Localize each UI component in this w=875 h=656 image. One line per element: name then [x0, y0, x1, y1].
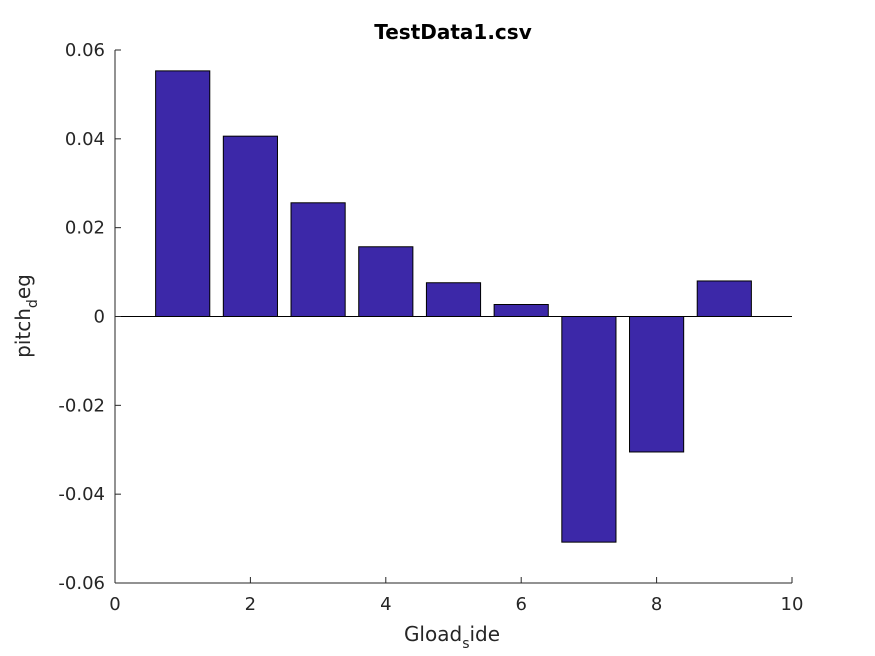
- x-axis-label-sub: s: [462, 636, 469, 652]
- x-axis-label-main: Gload: [404, 622, 462, 646]
- y-tick-label: 0: [94, 307, 105, 328]
- y-axis-label: pitchdeg: [11, 274, 41, 358]
- y-axis-label-main: pitch: [11, 308, 35, 358]
- bar-3: [290, 202, 346, 317]
- bar-7: [561, 316, 617, 543]
- x-tick-label: 6: [515, 594, 526, 615]
- y-tick-label: -0.06: [58, 573, 105, 594]
- y-axis-label-rest: eg: [11, 274, 35, 299]
- y-tick-label: 0.04: [65, 129, 105, 150]
- x-tick-label: 8: [651, 594, 662, 615]
- bar-8: [629, 316, 685, 453]
- bar-2: [222, 135, 278, 317]
- y-tick-label: -0.04: [58, 484, 105, 505]
- bar-9: [696, 280, 752, 318]
- x-tick-label: 0: [109, 594, 120, 615]
- x-axis-label-rest: ide: [469, 622, 500, 646]
- bars: [155, 70, 752, 543]
- x-axis-label: Gloadside: [404, 622, 500, 652]
- y-tick-label: 0.02: [65, 218, 105, 239]
- x-tick-label: 2: [245, 594, 256, 615]
- y-axis-label-sub: d: [25, 299, 41, 308]
- bar-1: [155, 70, 211, 317]
- y-ticks: -0.06 -0.04 -0.02 0 0.02 0.04 0.06: [58, 40, 121, 594]
- chart-title: TestData1.csv: [374, 20, 531, 44]
- x-ticks: 0 2 4 6 8 10: [109, 577, 803, 615]
- x-tick-label: 4: [380, 594, 391, 615]
- y-tick-label: -0.02: [58, 395, 105, 416]
- y-tick-label: 0.06: [65, 40, 105, 61]
- bar-6: [493, 304, 549, 318]
- bar-5: [425, 282, 482, 318]
- x-tick-label: 10: [781, 594, 804, 615]
- bar-4: [358, 246, 414, 318]
